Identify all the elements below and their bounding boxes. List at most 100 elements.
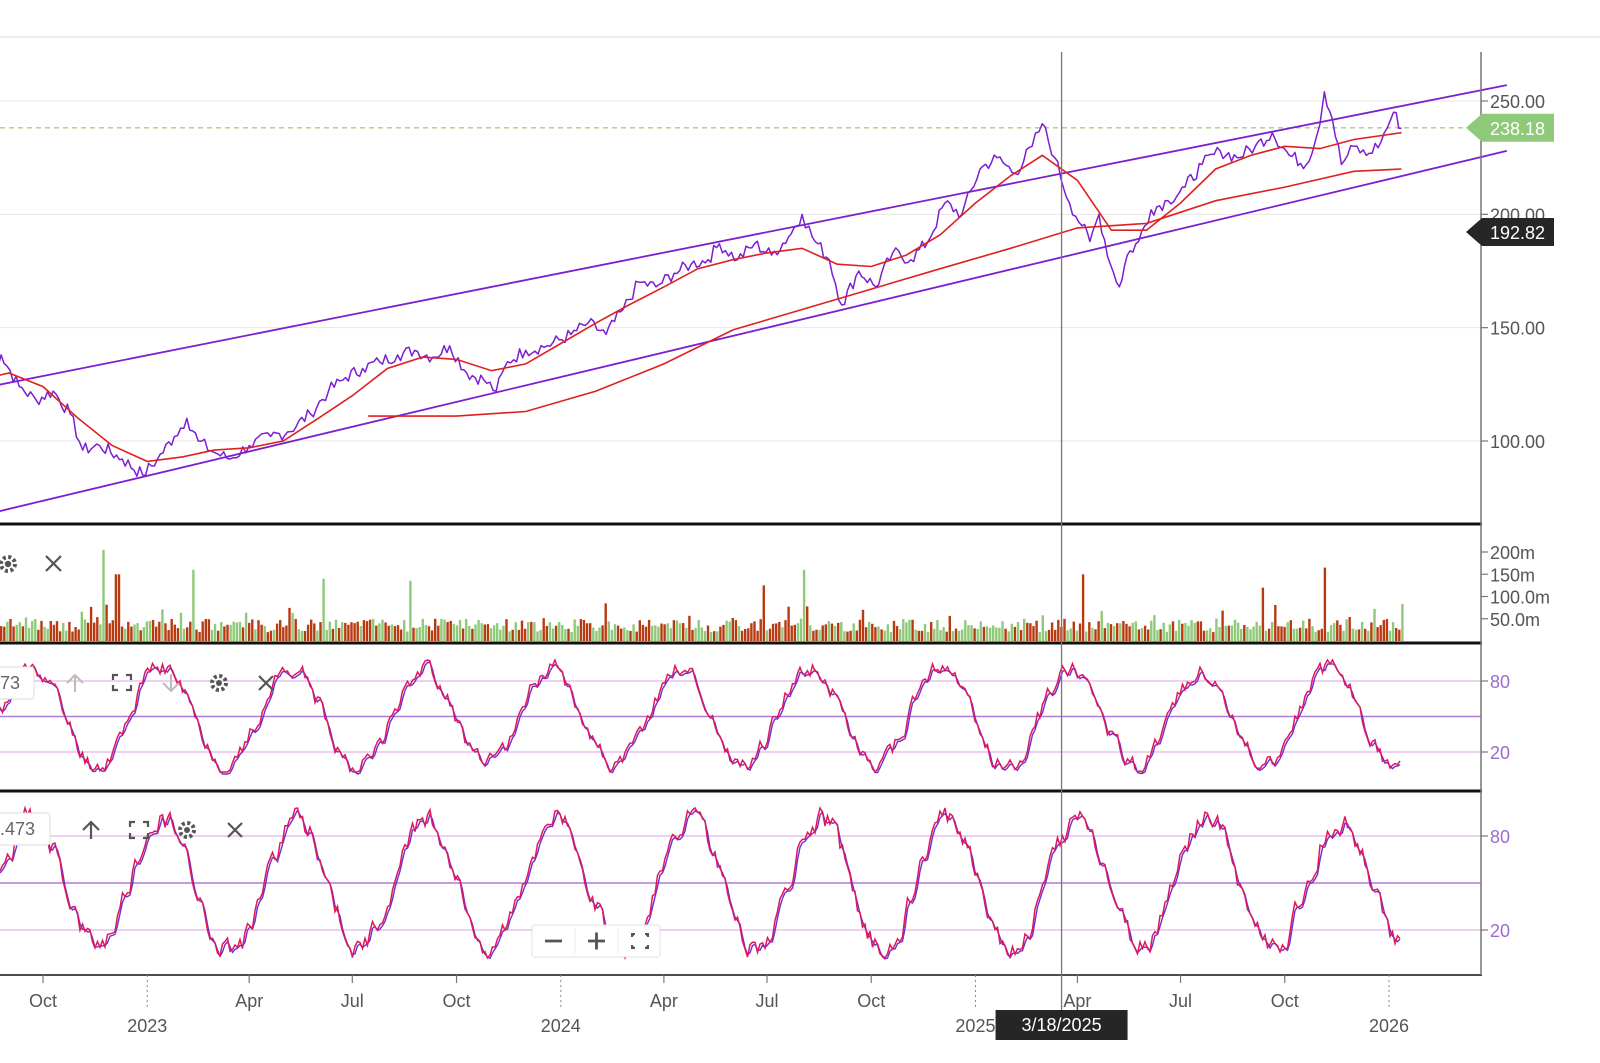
volume-bar	[635, 631, 638, 641]
volume-bar	[601, 625, 604, 641]
volume-bar	[1298, 627, 1302, 641]
moving-average-long	[368, 168, 1402, 417]
volume-bar	[1085, 631, 1088, 641]
volume-tick-label: 200m	[1490, 543, 1535, 563]
volume-bar	[142, 627, 145, 641]
volume-bar	[1091, 627, 1094, 641]
volume-bar	[1187, 625, 1190, 641]
volume-bar	[319, 622, 322, 641]
arrow-up-icon[interactable]	[66, 673, 84, 692]
volume-bar	[1032, 626, 1035, 641]
volume-bar	[1317, 630, 1320, 641]
volume-bar	[1054, 629, 1057, 641]
volume-bar	[561, 625, 564, 641]
zoom-in-button[interactable]	[576, 926, 618, 956]
volume-bar	[31, 621, 34, 641]
month-tick-label: Jul	[341, 991, 364, 1011]
volume-bar	[654, 625, 657, 641]
volume-bar	[310, 619, 313, 641]
volume-bar	[992, 625, 995, 641]
volume-bar	[592, 627, 595, 641]
volume-gear-icon[interactable]	[0, 555, 17, 573]
volume-bar	[849, 630, 852, 641]
volume-bar	[167, 630, 170, 641]
volume-bar	[787, 606, 790, 641]
volume-bar	[765, 630, 769, 641]
volume-bar	[554, 625, 558, 641]
volume-bar	[868, 622, 871, 641]
gear-icon[interactable]	[210, 674, 228, 692]
volume-bar	[1289, 620, 1292, 641]
volume-bar	[1174, 630, 1178, 641]
volume-bar	[1364, 628, 1367, 641]
volume-bar	[1097, 621, 1100, 641]
volume-bar	[623, 627, 626, 641]
arrow-down-icon[interactable]	[162, 674, 180, 693]
arrow-up-icon[interactable]	[82, 820, 100, 839]
volume-bar	[685, 627, 688, 641]
volume-bar	[15, 624, 18, 641]
volume-bar	[762, 585, 765, 641]
volume-bar	[173, 624, 176, 641]
volume-bar	[201, 621, 204, 641]
stochastic-k-line	[0, 657, 1401, 774]
time-axis[interactable]: Oct 2023 Apr Jul Oct 2024 Apr Jul Oct 2025 Apr Jul O…	[29, 975, 1409, 1036]
volume-bar	[669, 628, 672, 641]
volume-bar	[899, 629, 902, 641]
volume-bar	[1047, 629, 1051, 641]
volume-bar	[334, 619, 338, 641]
volume-bar	[474, 624, 477, 641]
volume-bar	[1342, 630, 1345, 641]
volume-bar	[629, 631, 632, 641]
volume-bar	[263, 626, 266, 641]
volume-bar	[1212, 632, 1215, 641]
volume-bar	[793, 624, 796, 641]
volume-bar	[976, 628, 979, 641]
volume-bar	[778, 621, 781, 641]
volume-bar	[843, 631, 846, 641]
volume-bar	[213, 623, 217, 641]
zoom-out-button[interactable]	[533, 926, 575, 956]
volume-bar	[99, 624, 102, 641]
volume-bar	[1026, 622, 1029, 641]
volume-bar	[973, 628, 976, 641]
volume-bar	[1280, 626, 1283, 641]
volume-bar	[768, 628, 772, 641]
gear-icon[interactable]	[178, 821, 196, 839]
volume-bar	[647, 619, 651, 641]
close-icon[interactable]	[258, 675, 274, 691]
volume-bar	[1128, 626, 1131, 641]
volume-bar	[558, 622, 561, 641]
volume-bar	[564, 629, 567, 641]
volume-bar	[744, 629, 747, 641]
fullscreen-icon[interactable]	[128, 820, 150, 840]
volume-bar	[427, 626, 431, 641]
volume-bar	[1283, 626, 1286, 641]
volume-bar	[1156, 630, 1159, 641]
volume-close-icon[interactable]	[45, 555, 62, 572]
volume-bar	[145, 621, 149, 641]
volume-bar	[1323, 567, 1327, 641]
volume-bar	[802, 569, 806, 641]
volume-bar	[840, 622, 843, 641]
price-series-group	[0, 84, 1508, 512]
volume-bar	[567, 628, 570, 641]
volume-bar	[294, 618, 297, 641]
close-icon[interactable]	[227, 822, 243, 838]
volume-bar	[96, 617, 99, 641]
volume-bar	[582, 620, 586, 641]
zoom-reset-button[interactable]	[619, 926, 659, 956]
volume-bar	[517, 629, 521, 641]
volume-bar	[1081, 574, 1085, 642]
volume-bar	[886, 624, 889, 641]
volume-bar	[316, 630, 319, 641]
volume-bar	[1320, 628, 1323, 641]
fullscreen-icon[interactable]	[111, 673, 133, 692]
volume-bar	[861, 609, 865, 641]
volume-bar	[1140, 628, 1144, 641]
volume-bar	[238, 621, 242, 641]
volume-bar	[18, 622, 21, 641]
year-tick-label: 2025	[955, 1016, 995, 1036]
